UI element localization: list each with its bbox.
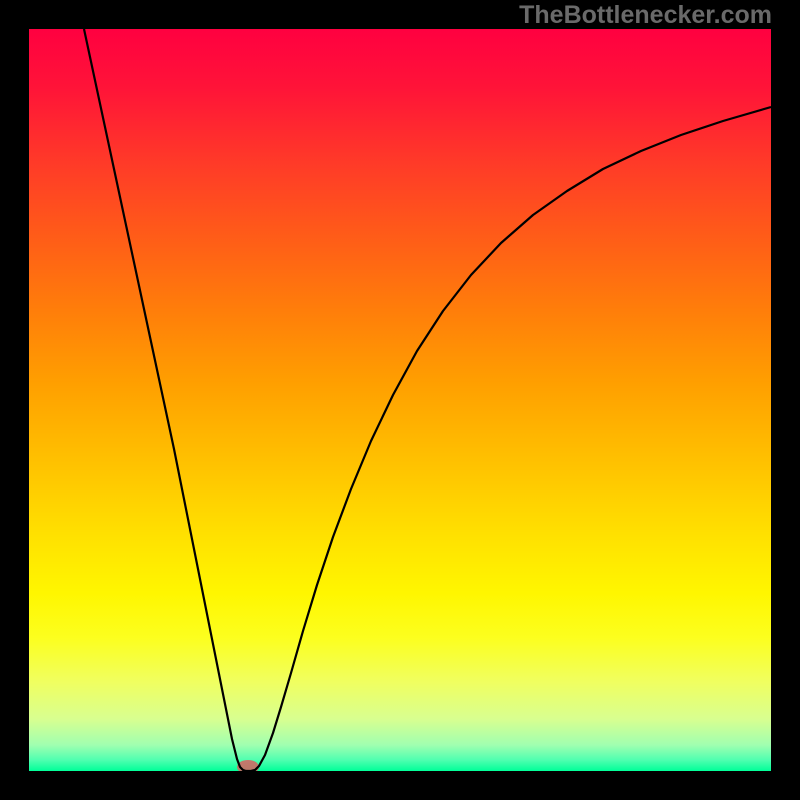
chart-container: TheBottlenecker.com [0,0,800,800]
curve-layer [29,29,771,771]
plot-area [29,29,771,771]
watermark-text: TheBottlenecker.com [519,1,772,30]
bottleneck-curve [84,29,771,771]
